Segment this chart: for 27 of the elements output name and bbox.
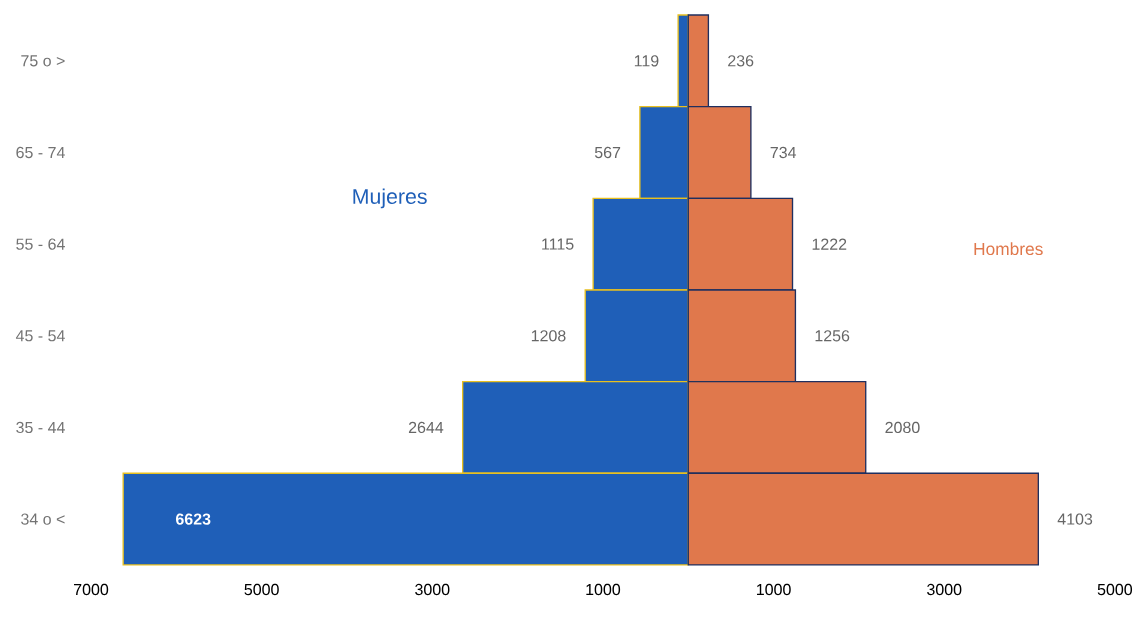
data-label: 2644 (408, 421, 444, 434)
x-tick-label: 3000 (415, 583, 450, 596)
y-tick-label: 45 - 54 (15, 330, 65, 342)
data-label: 1208 (531, 330, 566, 342)
data-label: 1222 (812, 238, 847, 250)
x-tick-label: 5000 (1097, 583, 1133, 596)
x-tick-label: 5000 (244, 583, 279, 596)
y-tick-label: 55 - 64 (16, 238, 65, 250)
x-tick-label: 1000 (586, 583, 621, 596)
y-tick-label: 75 o > (21, 55, 65, 67)
data-label: 6623 (176, 513, 211, 525)
data-label: 567 (594, 146, 621, 159)
data-label: 119 (634, 55, 659, 67)
data-label: 734 (770, 146, 797, 159)
data-label: 2080 (885, 421, 920, 434)
y-tick-label: 65 - 74 (16, 146, 65, 159)
data-label: 236 (728, 55, 754, 67)
x-tick-label: 3000 (927, 583, 962, 596)
y-tick-label: 35 - 44 (16, 421, 65, 434)
data-label: 1256 (815, 330, 850, 342)
data-label: 4103 (1057, 513, 1093, 525)
x-tick-label: 7000 (74, 583, 109, 596)
y-tick-label: 34 o < (21, 513, 65, 525)
x-tick-label: 1000 (757, 583, 791, 596)
text: Mujeres (353, 188, 427, 209)
data-label: 1115 (542, 238, 574, 250)
text: Hombres (974, 242, 1043, 256)
